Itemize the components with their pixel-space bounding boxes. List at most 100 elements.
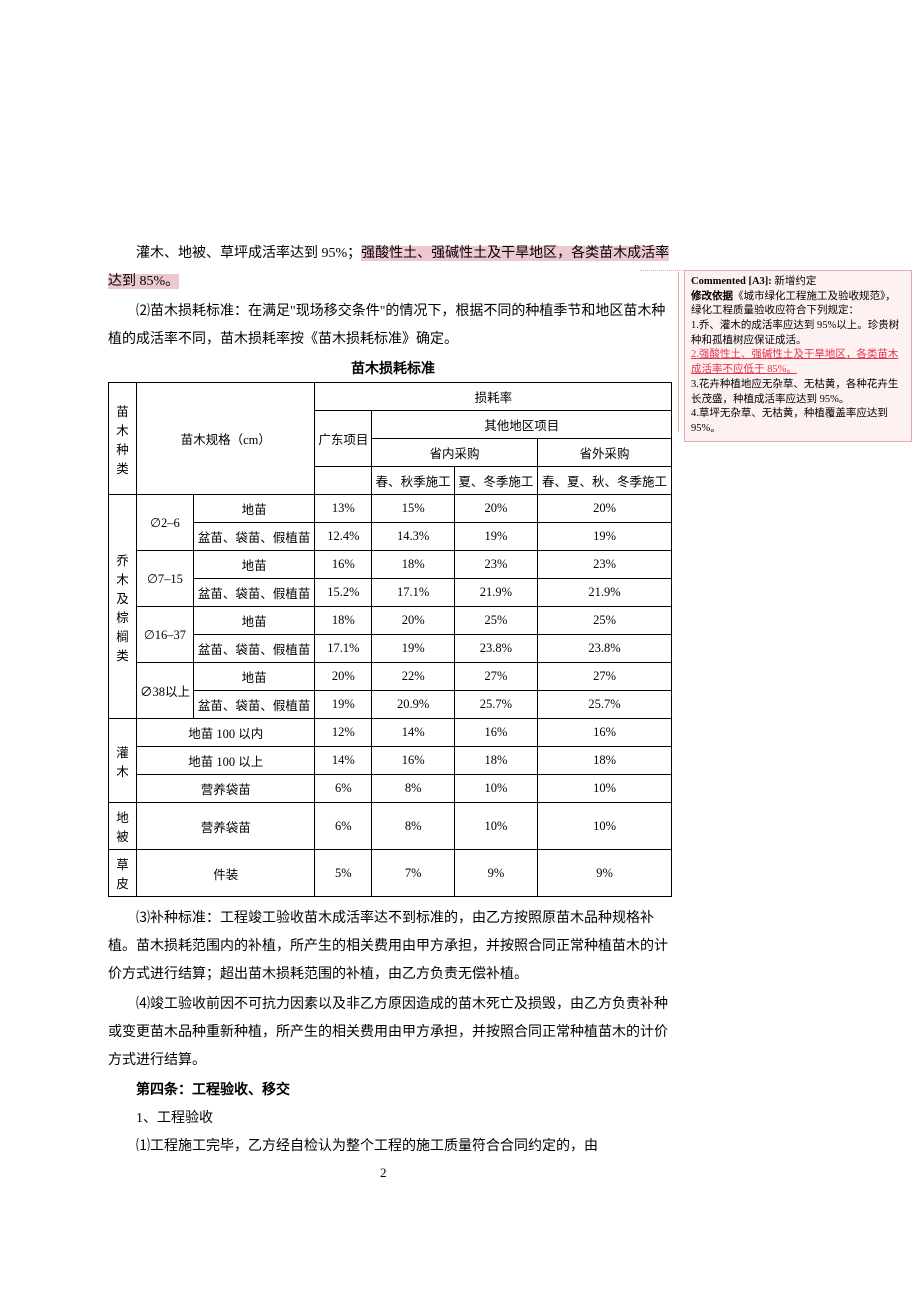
spec1: ∅2–6 — [137, 495, 194, 551]
cell: 17.1% — [372, 579, 455, 607]
cell: 18% — [455, 747, 538, 775]
type-b: 盆苗、袋苗、假植苗 — [193, 523, 315, 551]
th-spec: 苗木规格（cm） — [137, 383, 315, 495]
cell: 19% — [315, 691, 372, 719]
cell: 17.1% — [315, 635, 372, 663]
cell: 23% — [455, 551, 538, 579]
cat-ground: 地被 — [109, 803, 137, 850]
db1: 营养袋苗 — [137, 803, 315, 850]
cell: 25% — [537, 607, 671, 635]
cell: 16% — [455, 719, 538, 747]
cell: 27% — [537, 663, 671, 691]
cell: 10% — [537, 803, 671, 850]
cell: 16% — [537, 719, 671, 747]
loss-standard-table: 苗木种类 苗木规格（cm） 损耗率 广东项目 其他地区项目 省内采购 省外采购 … — [108, 382, 672, 897]
g2: 地苗 100 以上 — [137, 747, 315, 775]
cell: 25% — [455, 607, 538, 635]
section-4-1-1: ⑴工程施工完毕，乙方经自检认为整个工程的施工质量符合合同约定的，由 — [108, 1133, 678, 1161]
cell: 13% — [315, 495, 372, 523]
cell: 16% — [315, 551, 372, 579]
cell: 6% — [315, 803, 372, 850]
cell: 18% — [537, 747, 671, 775]
comment-tag2: 新增约定 — [772, 276, 817, 287]
spec4: ∅38以上 — [137, 663, 194, 719]
cell: 8% — [372, 775, 455, 803]
cell: 16% — [372, 747, 455, 775]
th-inprov: 省内采购 — [372, 439, 538, 467]
cell: 21.9% — [455, 579, 538, 607]
cell: 8% — [372, 803, 455, 850]
cell: 15.2% — [315, 579, 372, 607]
cell: 19% — [372, 635, 455, 663]
cell: 14.3% — [372, 523, 455, 551]
type-a: 地苗 — [193, 663, 315, 691]
type-b: 盆苗、袋苗、假植苗 — [193, 579, 315, 607]
spec2: ∅7–15 — [137, 551, 194, 607]
th-lossrate: 损耗率 — [315, 383, 672, 411]
comment-l4: 3.花卉种植地应无杂草、无枯黄，各种花卉生长茂盛，种植成活率应达到 95%。 — [691, 379, 898, 405]
section-4-1: 1、工程验收 — [108, 1105, 678, 1133]
cell: 5% — [315, 850, 372, 897]
text: 灌木、地被、草坪成活率达到 95%； — [136, 246, 361, 261]
th-summer: 夏、冬季施工 — [455, 467, 538, 495]
type-b: 盆苗、袋苗、假植苗 — [193, 635, 315, 663]
type-a: 地苗 — [193, 495, 315, 523]
cell: 20.9% — [372, 691, 455, 719]
cell: 14% — [315, 747, 372, 775]
th-all: 春、夏、秋、冬季施工 — [537, 467, 671, 495]
cell: 23.8% — [455, 635, 538, 663]
paragraph-4: ⑷竣工验收前因不可抗力因素以及非乙方原因造成的苗木死亡及损毁，由乙方负责补种或变… — [108, 991, 678, 1075]
comment-tag: Commented [A3]: — [691, 276, 772, 287]
cell: 20% — [372, 607, 455, 635]
type-a: 地苗 — [193, 551, 315, 579]
cp1: 件装 — [137, 850, 315, 897]
cat-tree: 乔木及棕榈类 — [109, 495, 137, 719]
cell: 22% — [372, 663, 455, 691]
paragraph-1: 灌木、地被、草坪成活率达到 95%；强酸性土、强碱性土及干旱地区，各类苗木成活率… — [108, 240, 678, 296]
cell: 19% — [455, 523, 538, 551]
cell: 20% — [537, 495, 671, 523]
spec3: ∅16–37 — [137, 607, 194, 663]
cell: 25.7% — [455, 691, 538, 719]
comment-l2: 1.乔、灌木的成活率应达到 95%以上。珍贵树种和孤植树应保证成活。 — [691, 320, 899, 346]
cat-shrub: 灌木 — [109, 719, 137, 803]
cell: 18% — [315, 607, 372, 635]
cell: 21.9% — [537, 579, 671, 607]
cell: 18% — [372, 551, 455, 579]
comment-a3[interactable]: Commented [A3]: 新增约定 修改依据《城市绿化工程施工及验收规范》… — [684, 270, 912, 442]
th-spring: 春、秋季施工 — [372, 467, 455, 495]
g3: 营养袋苗 — [137, 775, 315, 803]
cell: 23% — [537, 551, 671, 579]
comment-l5: 4.草坪无杂草、无枯黄，种植覆盖率应达到 95%。 — [691, 408, 888, 434]
cell: 23.8% — [537, 635, 671, 663]
cell: 9% — [455, 850, 538, 897]
page-number: 2 — [380, 1165, 387, 1181]
cell: 7% — [372, 850, 455, 897]
comment-l1a: 修改依据 — [691, 291, 733, 302]
cell: 27% — [455, 663, 538, 691]
cell: 20% — [455, 495, 538, 523]
cell: 25.7% — [537, 691, 671, 719]
cell: 20% — [315, 663, 372, 691]
section-4-title: 第四条：工程验收、移交 — [108, 1077, 678, 1105]
th-category: 苗木种类 — [109, 383, 137, 495]
cell: 6% — [315, 775, 372, 803]
paragraph-3: ⑶补种标准：工程竣工验收苗木成活率达不到标准的，由乙方按照原苗木品种规格补植。苗… — [108, 905, 678, 989]
paragraph-2: ⑵苗木损耗标准：在满足"现场移交条件"的情况下，根据不同的种植季节和地区苗木种植… — [108, 298, 678, 354]
cell: 15% — [372, 495, 455, 523]
type-a: 地苗 — [193, 607, 315, 635]
cell: 10% — [455, 803, 538, 850]
cat-grass: 草皮 — [109, 850, 137, 897]
cell: 12.4% — [315, 523, 372, 551]
g1: 地苗 100 以内 — [137, 719, 315, 747]
cell: 14% — [372, 719, 455, 747]
cell: 9% — [537, 850, 671, 897]
comment-l3: 2.强酸性土、强碱性土及干旱地区，各类苗木成活率不应低于 85%。 — [691, 349, 898, 375]
th-other: 其他地区项目 — [372, 411, 672, 439]
cell: 12% — [315, 719, 372, 747]
th-outprov: 省外采购 — [537, 439, 671, 467]
type-b: 盆苗、袋苗、假植苗 — [193, 691, 315, 719]
cell: 10% — [537, 775, 671, 803]
cell: 10% — [455, 775, 538, 803]
table-title: 苗木损耗标准 — [108, 358, 678, 378]
